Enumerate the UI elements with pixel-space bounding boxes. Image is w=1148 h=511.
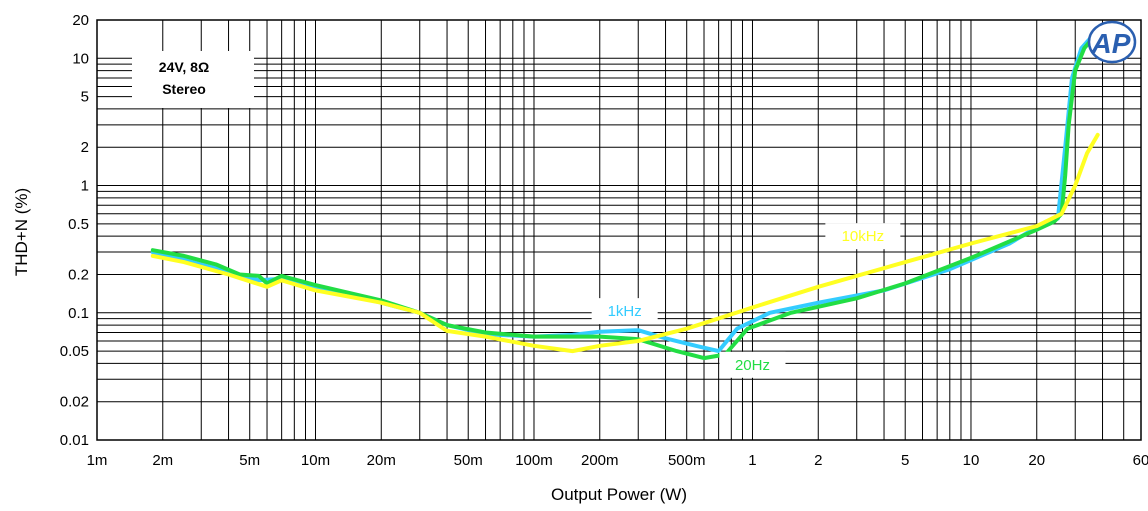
- x-tick-label: 20: [1028, 452, 1045, 469]
- y-tick-labels: 0.01 0.02 0.05 0.1 0.2 0.5 1 2 5 10 20: [60, 12, 89, 449]
- series-label-bg: [591, 298, 658, 325]
- y-tick-label: 0.2: [68, 266, 89, 283]
- ap-logo-ring: [1087, 20, 1137, 64]
- y-tick-label: 0.05: [60, 343, 89, 360]
- x-tick-label: 2: [814, 452, 822, 469]
- series-labels: 1kHz 20Hz 10kHz: [591, 223, 901, 378]
- series-label-bg: [825, 223, 901, 250]
- y-tick-label: 1: [81, 178, 89, 195]
- annotation-line-2: Stereo: [162, 81, 206, 97]
- x-tick-label: 1: [748, 452, 756, 469]
- series-label-10khz: 10kHz: [842, 228, 885, 245]
- series-label-1khz: 1kHz: [608, 303, 642, 320]
- plot-frame: [96, 19, 1142, 441]
- x-tick-label: 5m: [239, 452, 260, 469]
- y-tick-label: 0.02: [60, 394, 89, 411]
- series-line-10khz: [150, 132, 1100, 354]
- annotation-box: 24V, 8Ω Stereo: [132, 51, 254, 108]
- y-tick-label: 2: [81, 139, 89, 156]
- y-tick-label: 10: [72, 50, 89, 67]
- x-tick-labels: 1m 2m 5m 10m 20m 50m 100m 200m 500m 1 2 5 10 20 60: [87, 452, 1148, 469]
- x-tick-label: 50m: [454, 452, 483, 469]
- x-tick-label: 10m: [301, 452, 330, 469]
- x-axis-label: Output Power (W): [551, 485, 687, 504]
- x-tick-label: 5: [901, 452, 909, 469]
- y-tick-label: 0.5: [68, 216, 89, 233]
- x-tick-label: 100m: [515, 452, 553, 469]
- ap-logo: AP: [1087, 20, 1137, 64]
- series-label-20hz: 20Hz: [735, 357, 770, 374]
- annotation-box-bg: [132, 51, 254, 108]
- x-tick-label: 60: [1133, 452, 1148, 469]
- x-tick-label: 500m: [668, 452, 706, 469]
- y-tick-label: 0.1: [68, 305, 89, 322]
- y-tick-label: 20: [72, 12, 89, 29]
- x-tick-label: 10: [963, 452, 980, 469]
- annotation-line-1: 24V, 8Ω: [159, 59, 209, 75]
- y-tick-label: 5: [81, 89, 89, 106]
- y-tick-label: 0.01: [60, 432, 89, 449]
- series-lines: [150, 30, 1100, 361]
- y-axis-label: THD+N (%): [12, 188, 31, 276]
- x-tick-label: 2m: [152, 452, 173, 469]
- ap-logo-text: AP: [1091, 28, 1131, 59]
- x-tick-label: 1m: [87, 452, 108, 469]
- series-label-bg: [719, 351, 786, 378]
- x-tick-label: 20m: [367, 452, 396, 469]
- x-tick-label: 200m: [581, 452, 619, 469]
